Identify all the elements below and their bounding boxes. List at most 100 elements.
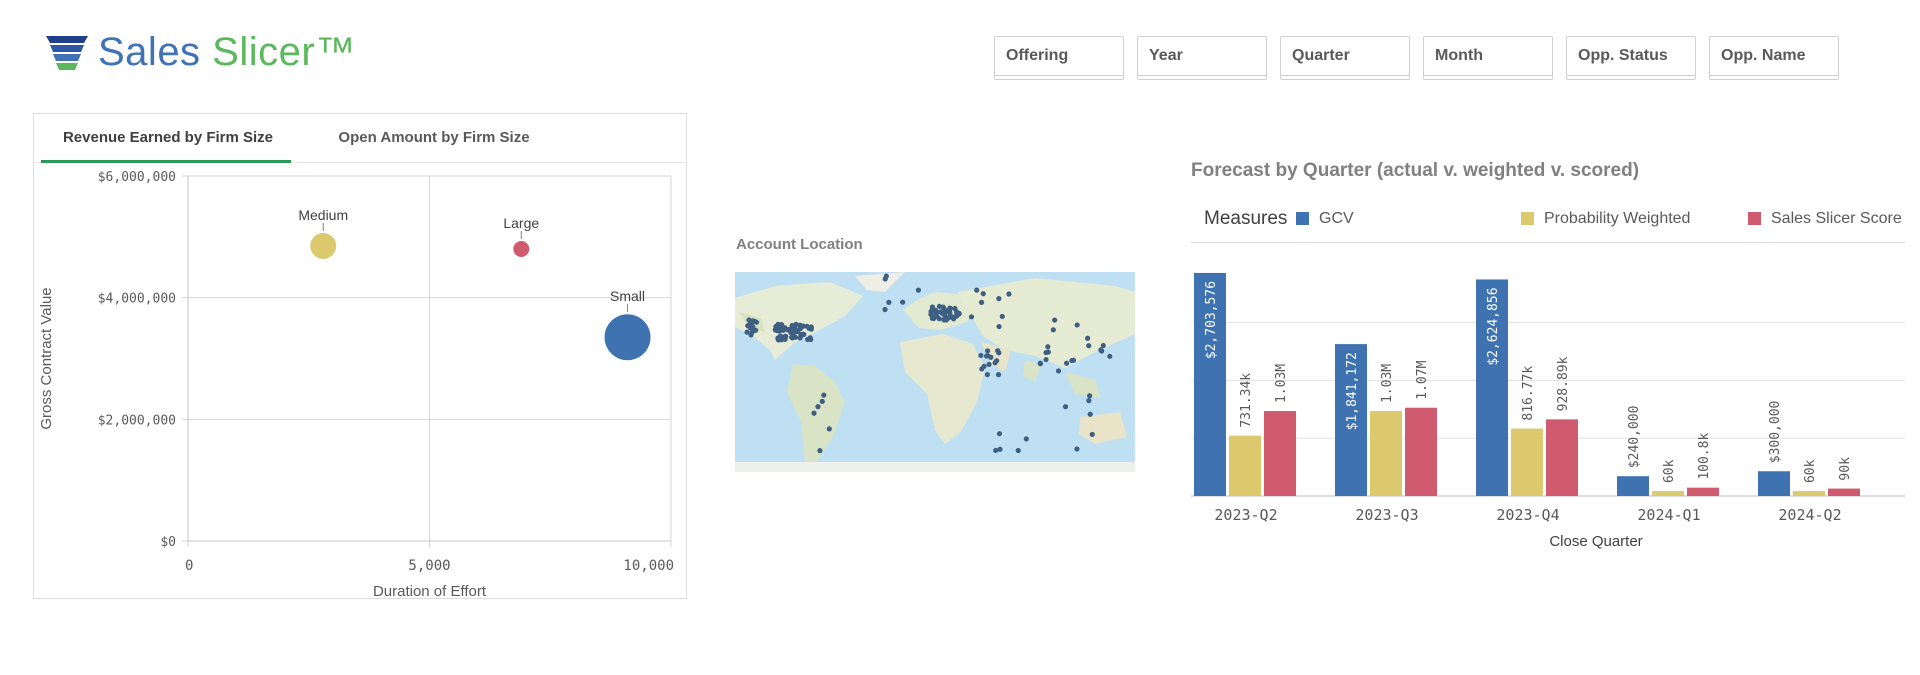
account-marker (993, 447, 999, 454)
bar-value-label: $300,000 (1768, 401, 1783, 464)
account-marker (996, 323, 1002, 330)
bar-value-label: $1,841,172 (1345, 352, 1360, 430)
account-dots (744, 273, 1113, 454)
x-tick-label: 10,000 (623, 558, 674, 574)
app-logo: Sales Slicer™ (44, 30, 364, 80)
account-marker (1052, 317, 1058, 323)
brand-name: Sales Slicer™ (98, 30, 356, 75)
filter-opp-name[interactable]: Opp. Name (1709, 36, 1839, 80)
x-tick-label: 2024-Q2 (1778, 506, 1841, 524)
filter-offering[interactable]: Offering (994, 36, 1124, 80)
account-marker (781, 334, 787, 340)
account-marker (978, 299, 985, 305)
account-marker (996, 296, 1002, 302)
forecast-bar-chart: $2,703,576 731.34k 1.03M 2023-Q2 $1,841,172 1… (1191, 272, 1905, 550)
account-marker (995, 348, 1001, 354)
account-marker (999, 313, 1005, 320)
x-axis-title: Close Quarter (1549, 533, 1642, 550)
account-marker (797, 335, 803, 341)
account-marker (941, 317, 947, 323)
account-marker (1074, 446, 1080, 452)
account-marker (986, 361, 992, 367)
account-marker (994, 358, 1000, 364)
tab-open-amount[interactable]: Open Amount by Firm Size (338, 129, 530, 146)
account-marker (981, 363, 987, 369)
account-marker (1100, 342, 1106, 349)
account-marker (1050, 327, 1056, 333)
bar-value-label: 928.89k (1556, 356, 1571, 411)
account-location-map[interactable] (735, 272, 1135, 472)
account-marker (995, 372, 1002, 378)
x-tick-label: 0 (185, 558, 193, 574)
account-marker (900, 299, 906, 305)
account-marker (1037, 360, 1043, 366)
account-marker (1087, 411, 1093, 417)
account-marker (777, 334, 783, 340)
x-axis-title: Duration of Effort (373, 583, 487, 599)
account-marker (747, 323, 753, 329)
bar (1370, 411, 1402, 496)
bar-value-label: 816.77k (1521, 366, 1536, 421)
logo-icon (46, 36, 88, 70)
account-marker (800, 323, 806, 329)
account-marker (821, 392, 827, 398)
account-marker (815, 404, 821, 410)
account-marker (1070, 357, 1077, 363)
account-marker (980, 291, 986, 297)
account-marker (1086, 343, 1092, 349)
account-marker (1064, 360, 1070, 366)
filter-label: Opp. Name (1721, 47, 1806, 64)
bar-value-label: 731.34k (1239, 373, 1254, 428)
x-tick-label: 5,000 (408, 558, 450, 574)
account-marker (954, 311, 960, 317)
account-marker (789, 328, 795, 334)
account-marker (882, 276, 888, 282)
tab-revenue-earned[interactable]: Revenue Earned by Firm Size (62, 129, 274, 146)
bar-value-label: $2,703,576 (1204, 281, 1219, 359)
forecast-legend: Measures GCV Probability Weighted Sales … (1191, 198, 1905, 243)
firm-size-panel: Revenue Earned by Firm Size Open Amount … (33, 113, 687, 599)
account-marker (789, 322, 795, 329)
account-marker (997, 446, 1003, 452)
account-marker (744, 329, 750, 335)
bar (1793, 491, 1825, 496)
bar (1194, 272, 1226, 496)
filter-opp-status[interactable]: Opp. Status (1566, 36, 1696, 80)
bar (1652, 491, 1684, 496)
account-marker (775, 321, 781, 327)
account-marker (826, 426, 832, 432)
bar (1405, 407, 1437, 496)
y-tick-label: $4,000,000 (98, 292, 176, 307)
bar-value-label: $2,624,856 (1486, 287, 1501, 365)
bar-value-label: 100.8k (1697, 433, 1712, 480)
x-tick-label: 2023-Q4 (1496, 506, 1559, 524)
account-marker (1087, 393, 1093, 399)
account-marker (1098, 347, 1104, 353)
filter-label: Offering (1006, 47, 1069, 64)
bubble-label-large: Large (503, 215, 539, 231)
bubble-medium (310, 232, 337, 259)
active-tab-indicator (41, 160, 291, 163)
bar-value-label: 1.03M (1274, 364, 1289, 403)
account-marker (792, 334, 799, 340)
bar (1511, 428, 1543, 496)
filter-label: Month (1435, 47, 1483, 64)
y-tick-label: $0 (160, 535, 176, 550)
legend-swatch-gcv (1296, 212, 1309, 225)
bar (1758, 471, 1790, 496)
account-marker (753, 327, 759, 333)
brand-name-part1: Sales (98, 30, 213, 74)
account-marker (749, 319, 755, 325)
account-marker (1055, 368, 1062, 374)
x-tick-label: 2024-Q1 (1637, 506, 1700, 524)
account-marker (804, 323, 810, 329)
account-marker (936, 316, 942, 322)
account-marker (807, 335, 813, 341)
account-marker (793, 321, 799, 327)
bar (1335, 344, 1367, 496)
account-marker (819, 398, 825, 404)
filter-year[interactable]: Year (1137, 36, 1267, 80)
filter-quarter[interactable]: Quarter (1280, 36, 1410, 80)
filter-month[interactable]: Month (1423, 36, 1553, 80)
account-marker (939, 310, 945, 316)
